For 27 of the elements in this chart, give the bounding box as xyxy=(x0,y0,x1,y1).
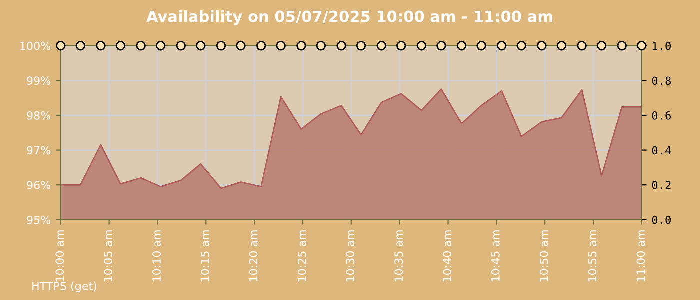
x-tick-label: 11:00 am xyxy=(636,230,646,282)
y-tick-label: 98% xyxy=(27,111,51,120)
y2-tick-label: 0.0 xyxy=(652,216,671,224)
x-tick-label: 10:35 am xyxy=(394,230,404,282)
y2-tick-label: 1.0 xyxy=(652,42,671,50)
y-tick-label: 96% xyxy=(27,181,51,190)
x-tick-label: 10:25 am xyxy=(298,230,306,282)
y-tick-label: 99% xyxy=(27,76,51,86)
x-tick-label: 10:05 am xyxy=(104,230,113,282)
x-tick-label: 10:20 am xyxy=(249,230,258,282)
x-tick-label: 10:00 am xyxy=(56,230,64,282)
x-tick-label: 10:55 am xyxy=(588,230,597,282)
y-tick-label: 95% xyxy=(27,216,51,224)
y2-tick-label: 0.2 xyxy=(652,181,671,190)
x-tick-label: 10:50 am xyxy=(540,230,548,282)
y2-tick-label: 0.6 xyxy=(652,112,671,120)
x-tick-label: 10:10 am xyxy=(152,230,161,282)
y-tick-label: 97% xyxy=(27,146,51,155)
y2-tick-label: 0.8 xyxy=(652,76,671,86)
x-tick-label: 10:15 am xyxy=(200,230,210,282)
text: HTTPS (get) xyxy=(32,282,96,292)
x-tick-label: 10:45 am xyxy=(491,230,500,282)
y2-tick-label: 0.4 xyxy=(652,146,672,155)
y-tick-label: 100% xyxy=(20,42,51,50)
x-tick-label: 10:40 am xyxy=(443,230,452,282)
chart-title: Availability on 05/07/2025 10:00 am - 11:00 am xyxy=(146,10,552,26)
x-tick-label: 10:30 am xyxy=(346,230,355,282)
